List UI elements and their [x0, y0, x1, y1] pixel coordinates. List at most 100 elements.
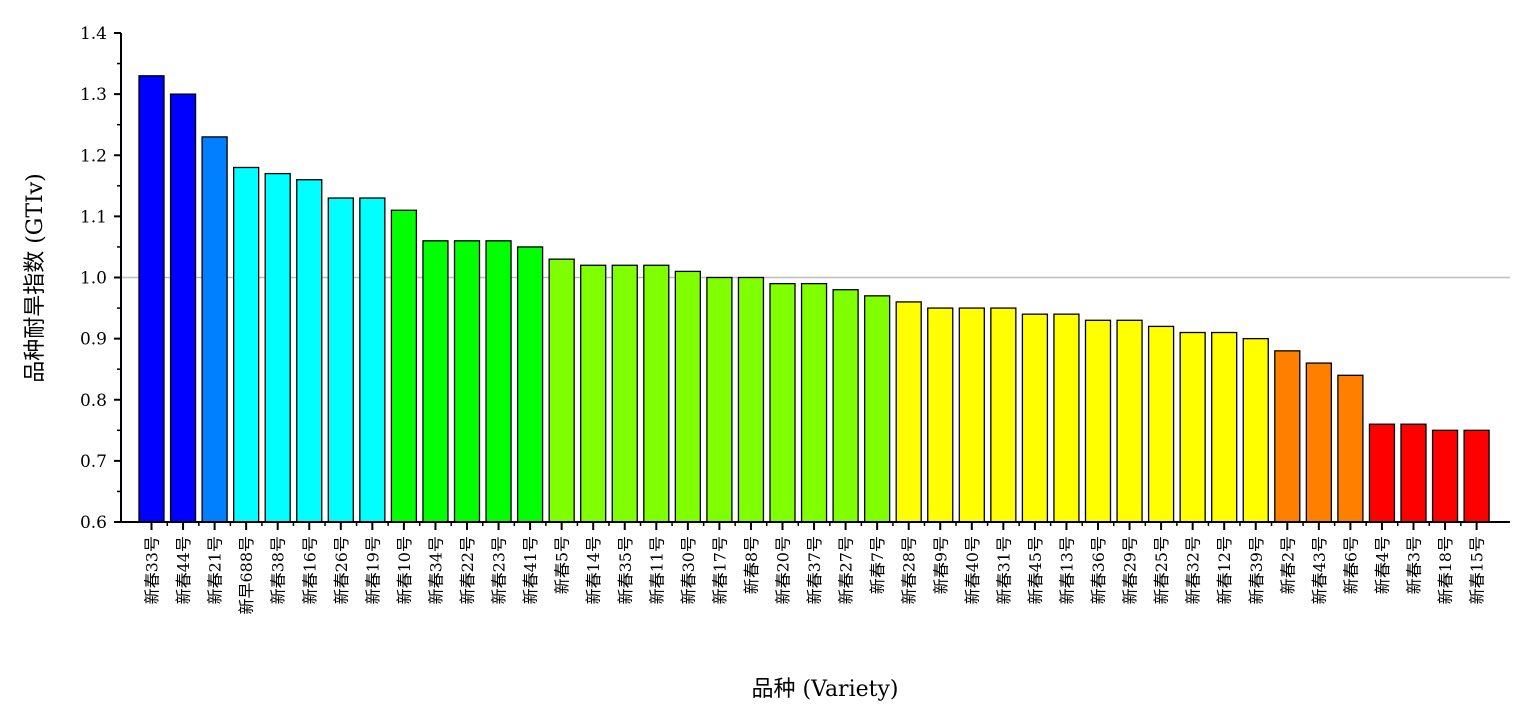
x-tick-label: 新春3号	[1405, 536, 1424, 594]
y-tick-label: 1.4	[80, 24, 107, 44]
bar	[864, 295, 891, 523]
bar	[737, 276, 765, 523]
bar	[580, 264, 607, 523]
x-tick-label: 新春23号	[490, 536, 509, 604]
x-tick-label: 新春34号	[426, 536, 445, 604]
bar	[1400, 423, 1427, 523]
bar	[800, 282, 828, 523]
y-tick-label: 1.2	[80, 146, 107, 166]
x-tick-label: 新春13号	[1057, 536, 1076, 604]
y-tick-label: 1.3	[80, 85, 107, 105]
bar	[1305, 362, 1332, 523]
bar	[1021, 313, 1049, 523]
x-tick-label: 新春39号	[1247, 536, 1266, 604]
bar	[264, 172, 291, 523]
bar	[832, 289, 859, 523]
bar	[516, 246, 544, 523]
bar	[958, 307, 985, 523]
bar	[359, 197, 386, 523]
x-tick-label: 新春41号	[521, 536, 540, 604]
bar	[453, 240, 481, 523]
x-tick-label: 新春4号	[1373, 536, 1392, 594]
bar	[927, 307, 954, 523]
x-tick-label: 新春11号	[647, 536, 666, 604]
x-tick-label: 新春17号	[710, 536, 729, 604]
y-ticks-layer: 0.6 0.7 0.8 0.9 1.0 1.1 1.2 1.3 1.4	[80, 24, 121, 533]
bar	[1274, 350, 1301, 523]
x-tick-label: 新春18号	[1436, 536, 1455, 604]
bar	[548, 258, 575, 523]
x-tick-label: 新春40号	[963, 536, 982, 604]
x-axis-title: 品种 (Variety)	[752, 677, 899, 702]
x-tick-label: 新春9号	[931, 536, 950, 594]
x-tick-label: 新春6号	[1341, 536, 1360, 594]
bar	[706, 276, 733, 523]
y-tick-label: 0.8	[80, 391, 107, 411]
bar	[485, 240, 512, 523]
x-tick-label: 新春8号	[742, 536, 761, 594]
bar	[643, 264, 670, 523]
y-tick-label: 0.7	[80, 452, 107, 472]
bar	[1211, 331, 1238, 523]
x-tick-label: 新春28号	[900, 536, 919, 604]
x-tick-label: 新春43号	[1310, 536, 1329, 604]
bars-layer	[138, 75, 1490, 523]
bar	[990, 307, 1017, 523]
x-tick-label: 新早688号	[237, 536, 256, 615]
y-tick-label: 0.6	[80, 513, 107, 533]
bar	[674, 270, 701, 523]
x-tick-label: 新春29号	[1121, 536, 1140, 604]
x-tick-label: 新春15号	[1468, 536, 1487, 604]
bar	[232, 166, 260, 523]
x-tick-label: 新春20号	[774, 536, 793, 604]
bar	[1431, 429, 1459, 523]
bar	[390, 209, 418, 523]
bar	[422, 240, 449, 523]
x-tick-label: 新春22号	[458, 536, 477, 604]
x-tick-label: 新春16号	[300, 536, 319, 604]
bar	[895, 301, 922, 523]
x-tick-label: 新春25号	[1152, 536, 1171, 604]
bar	[1368, 423, 1396, 523]
bar	[1179, 331, 1206, 523]
bar	[327, 197, 354, 523]
bar	[1084, 319, 1112, 523]
bar	[138, 75, 165, 523]
x-tick-label: 新春26号	[332, 536, 351, 604]
bar	[1463, 429, 1490, 523]
x-tick-label: 新春36号	[1089, 536, 1108, 604]
x-tick-label: 新春31号	[994, 536, 1013, 604]
bar	[769, 282, 796, 523]
x-tick-label: 新春33号	[143, 536, 162, 604]
x-tick-label: 新春37号	[805, 536, 824, 604]
x-tick-label: 新春30号	[679, 536, 698, 604]
y-tick-label: 1.0	[80, 269, 107, 289]
bar	[611, 264, 638, 523]
x-tick-label: 新春35号	[616, 536, 635, 604]
x-tick-label: 新春10号	[395, 536, 414, 604]
bar	[296, 179, 323, 523]
x-tick-label: 新春7号	[868, 536, 887, 594]
bar	[1147, 325, 1175, 523]
x-tick-label: 新春19号	[363, 536, 382, 604]
bar	[169, 93, 197, 523]
bar	[1337, 374, 1364, 523]
x-tick-label: 新春32号	[1184, 536, 1203, 604]
x-tick-label: 新春14号	[584, 536, 603, 604]
bar	[1242, 337, 1269, 523]
x-tick-label: 新春12号	[1215, 536, 1234, 604]
x-tick-label: 新春38号	[269, 536, 288, 604]
x-labels-layer: 新春33号 新春44号 新春21号 新早688号 新春38号 新春16号 新春26号 新春19…	[143, 522, 1487, 615]
bar	[1053, 313, 1080, 523]
bar	[1116, 319, 1143, 523]
x-tick-label: 新春27号	[837, 536, 856, 604]
bar	[201, 136, 228, 523]
y-tick-label: 0.9	[80, 330, 107, 350]
x-tick-label: 新春44号	[174, 536, 193, 604]
x-tick-label: 新春2号	[1278, 536, 1297, 594]
x-tick-label: 新春5号	[553, 536, 572, 594]
y-tick-label: 1.1	[80, 207, 107, 227]
x-tick-label: 新春21号	[206, 536, 225, 604]
y-axis-title: 品种耐旱指数 (GTIv)	[23, 173, 48, 383]
